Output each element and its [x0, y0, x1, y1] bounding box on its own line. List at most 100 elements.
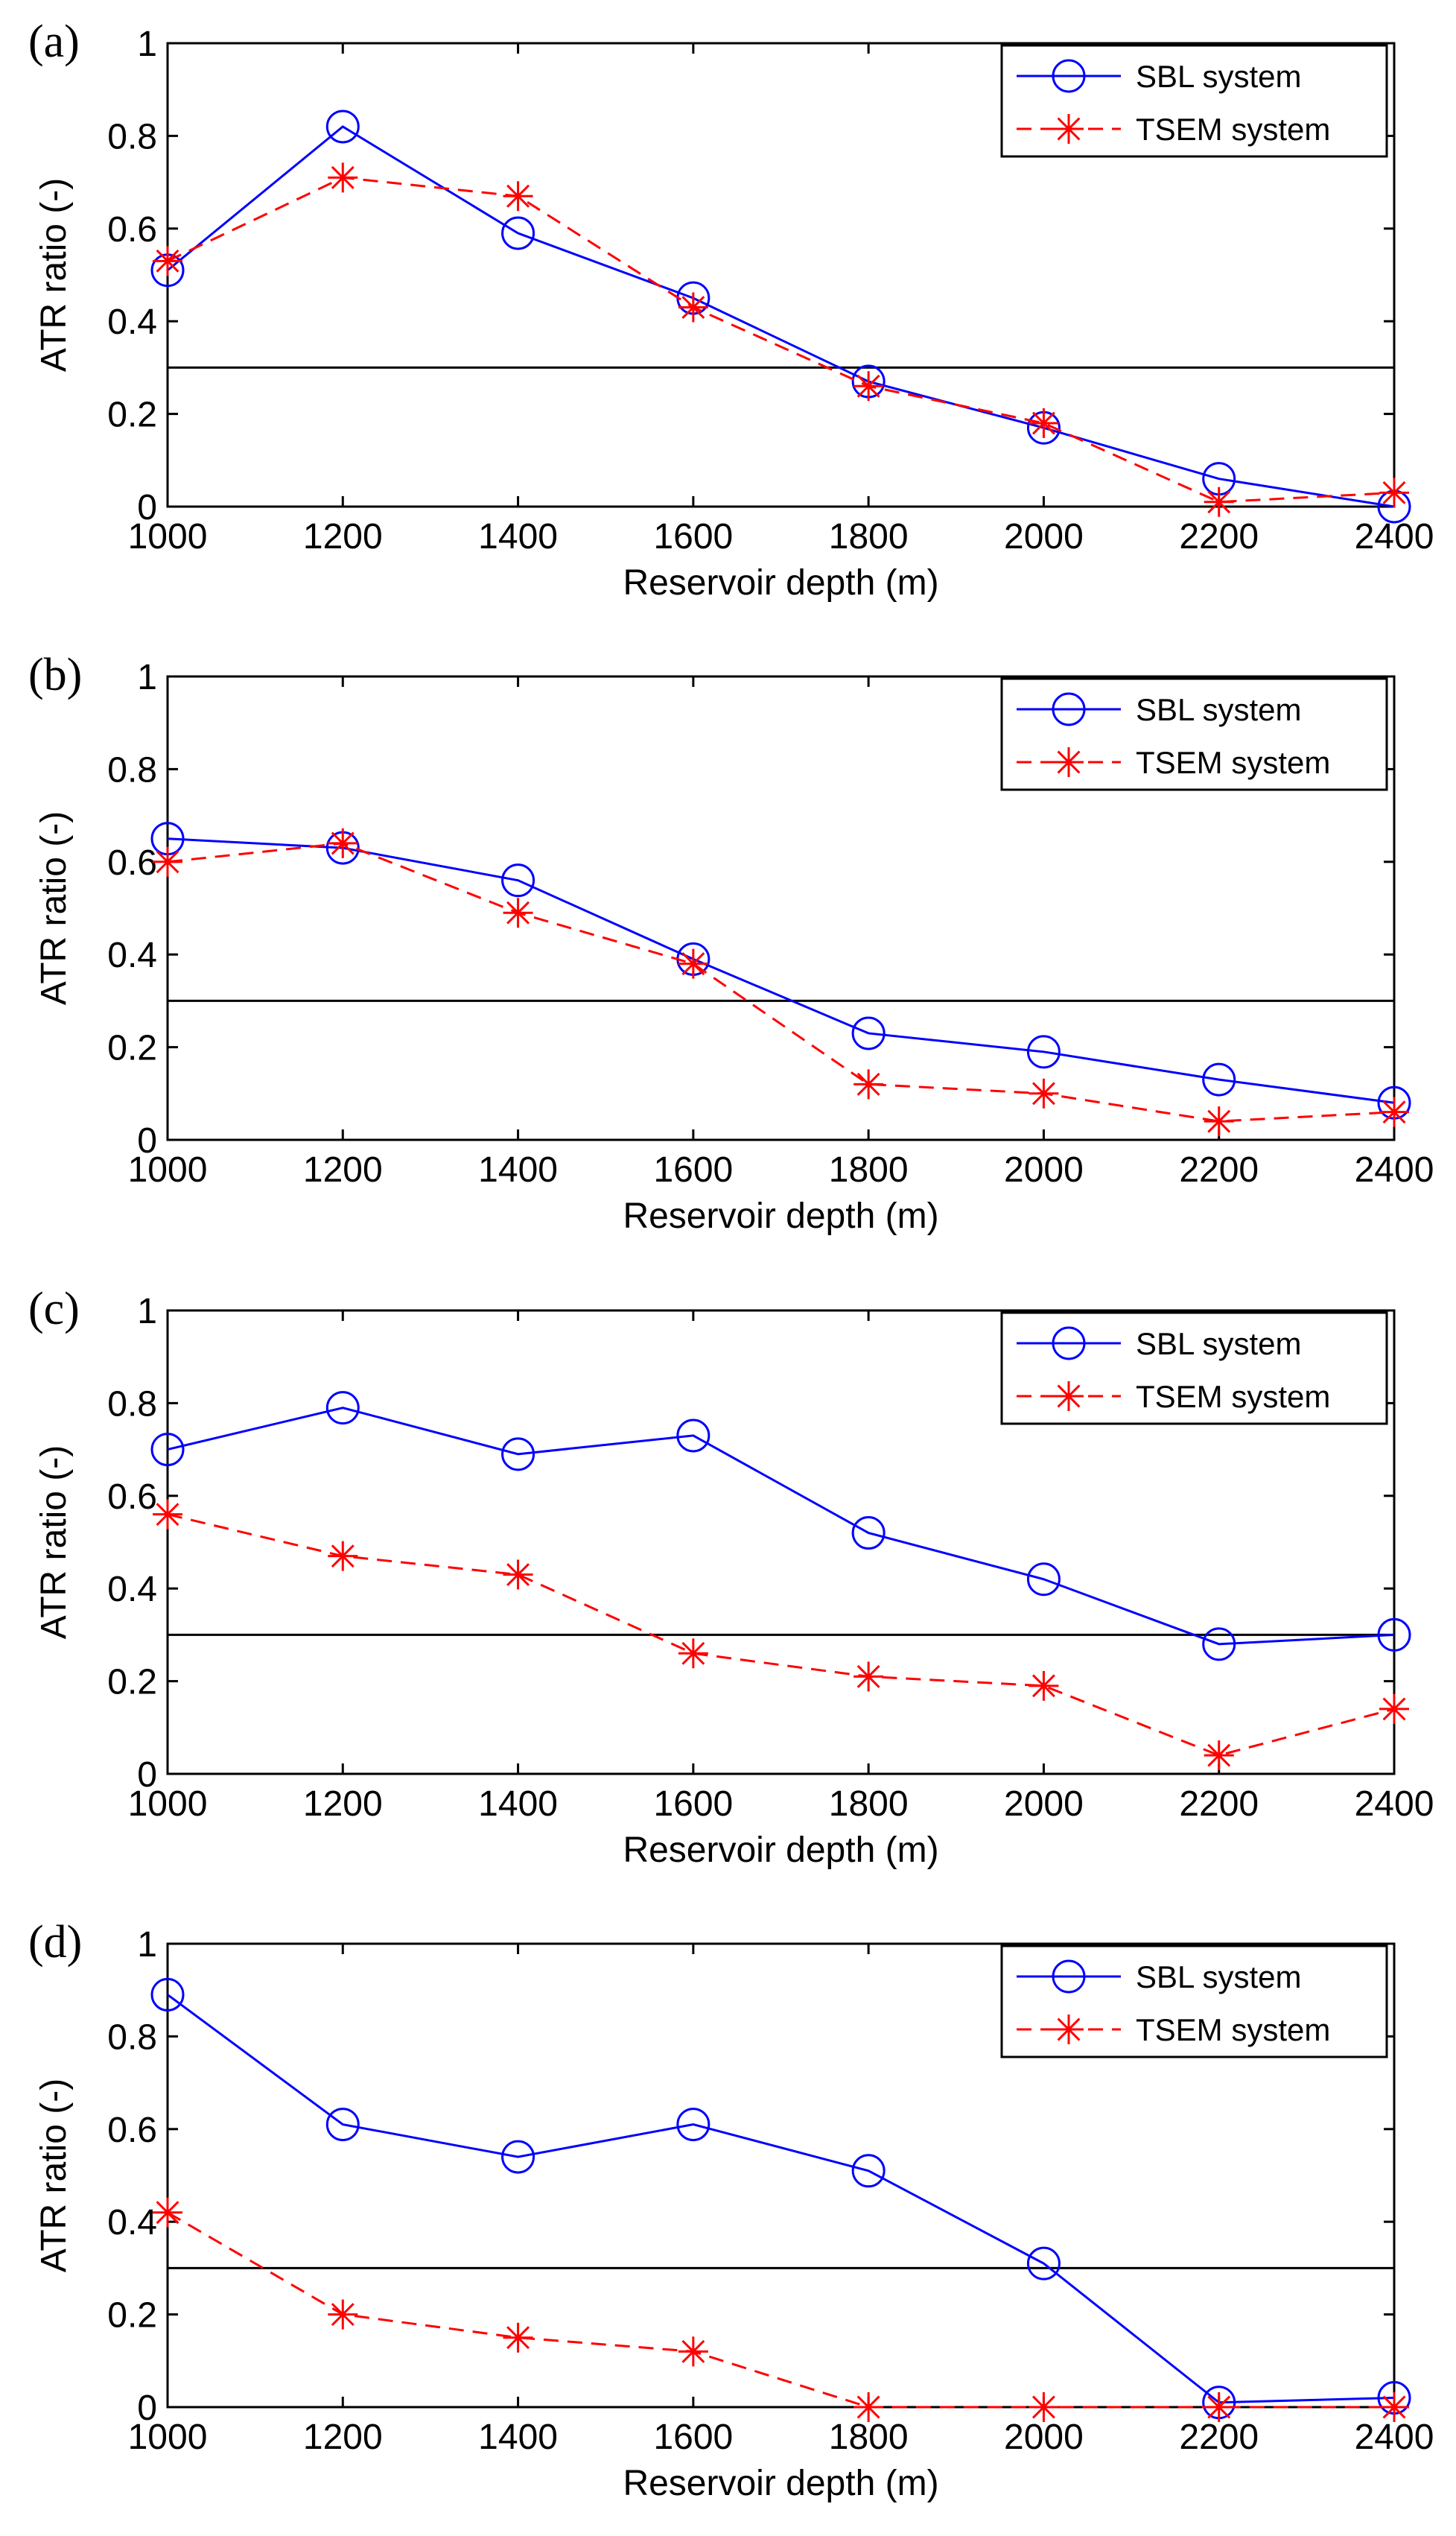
- tsem-data-point: [153, 2197, 182, 2228]
- x-tick-label: 2000: [1004, 1784, 1084, 1824]
- tsem-series-line: [167, 2211, 1394, 2409]
- tsem-data-point: [853, 371, 884, 402]
- legend: SBL system TSEM system: [1000, 44, 1388, 158]
- series-tsem: [153, 828, 1409, 1137]
- y-axis-label: ATR ratio (-): [34, 2079, 74, 2272]
- tsem-data-point: [328, 2299, 358, 2330]
- y-tick-label: 0.6: [107, 1477, 157, 1517]
- sbl-data-point: [1377, 1617, 1411, 1652]
- legend-label: SBL system: [1136, 59, 1302, 94]
- sbl-series-line: [167, 125, 1395, 508]
- sbl-data-point: [501, 2140, 535, 2174]
- sbl-data-point: [325, 1391, 360, 1425]
- x-tick-label: 1600: [653, 2418, 733, 2457]
- y-tick-label: 0.4: [107, 2203, 157, 2242]
- x-tick-label: 1000: [128, 2418, 208, 2457]
- legend-swatch-marker: [1054, 114, 1084, 144]
- tsem-data-point: [1204, 1106, 1234, 1137]
- x-tick-label: 1200: [303, 517, 383, 557]
- y-axis-label: ATR ratio (-): [34, 178, 74, 372]
- tsem-data-point: [153, 246, 182, 276]
- x-tick-label: 1800: [829, 517, 909, 557]
- y-tick-label: 0.2: [107, 2296, 157, 2336]
- y-tick-label: 0.2: [107, 396, 157, 435]
- sbl-data-point: [851, 2154, 886, 2188]
- legend-swatch-marker: [1054, 747, 1084, 777]
- y-tick-label: 0.8: [107, 2017, 157, 2057]
- tsem-data-point: [153, 846, 182, 877]
- tsem-data-point: [328, 1541, 358, 1571]
- y-tick-label: 0.4: [107, 936, 157, 975]
- series-sbl: [150, 1391, 1411, 1661]
- x-tick-label: 2000: [1004, 517, 1084, 557]
- y-tick-label: 0.8: [107, 750, 157, 790]
- sbl-data-point: [676, 2108, 710, 2142]
- sbl-data-point: [1026, 1562, 1061, 1597]
- tsem-data-point: [678, 292, 708, 323]
- sbl-data-point: [1202, 1062, 1236, 1097]
- x-tick-label: 2400: [1355, 2418, 1434, 2457]
- x-tick-label: 2400: [1355, 1150, 1434, 1190]
- panel-label: (c): [28, 1284, 80, 1334]
- legend: SBL system TSEM system: [1000, 1311, 1388, 1425]
- sbl-data-point: [851, 1016, 886, 1050]
- x-tick-label: 1000: [128, 1784, 208, 1824]
- x-tick-label: 1200: [303, 1784, 383, 1824]
- sbl-data-point: [325, 110, 360, 144]
- chart-panel-3: (c) 1000 1200 1400 1600 1800 2000 2200 2400 0 0.2 0…: [28, 1284, 1434, 1870]
- x-tick-label: 1400: [478, 517, 558, 557]
- tsem-data-point: [1204, 2392, 1234, 2422]
- legend-box: [1000, 44, 1388, 158]
- tsem-data-point: [1029, 1078, 1059, 1109]
- x-tick-label: 1400: [478, 2418, 558, 2457]
- legend-swatch-marker: [1052, 1326, 1086, 1360]
- chart-panel-2: (b) 1000 1200 1400 1600 1800 2000 2200 2400 0 0.2 0…: [28, 650, 1434, 1236]
- tsem-data-point: [503, 898, 533, 928]
- tsem-data-point: [678, 2336, 708, 2367]
- sbl-data-point: [1026, 2246, 1061, 2280]
- sbl-data-point: [676, 1418, 710, 1453]
- x-tick-label: 2400: [1355, 517, 1434, 557]
- y-tick-label: 0: [137, 1755, 157, 1795]
- tsem-data-point: [328, 162, 358, 193]
- x-tick-label: 1800: [829, 1150, 909, 1190]
- sbl-data-point: [851, 1516, 886, 1550]
- x-axis-label: Reservoir depth (m): [623, 2464, 938, 2503]
- y-tick-label: 0.4: [107, 302, 157, 342]
- tsem-data-point: [853, 1661, 884, 1692]
- legend-swatch-marker: [1052, 59, 1086, 93]
- sbl-data-point: [150, 1977, 185, 2012]
- tsem-data-point: [503, 2322, 533, 2353]
- x-tick-label: 2200: [1179, 517, 1259, 557]
- y-axis-label: ATR ratio (-): [34, 811, 74, 1005]
- series-tsem: [153, 162, 1409, 517]
- tsem-data-point: [1379, 1693, 1409, 1724]
- y-tick-label: 1: [137, 658, 157, 697]
- legend-label: TSEM system: [1136, 112, 1330, 147]
- x-tick-label: 2200: [1179, 1784, 1259, 1824]
- sbl-data-point: [325, 2108, 360, 2142]
- tsem-data-point: [1204, 1740, 1234, 1771]
- sbl-data-point: [501, 863, 535, 898]
- x-axis-label: Reservoir depth (m): [623, 563, 938, 603]
- series-tsem: [153, 1499, 1409, 1771]
- legend-swatch-marker: [1054, 2014, 1084, 2044]
- sbl-data-point: [501, 216, 535, 250]
- x-tick-label: 1000: [128, 517, 208, 557]
- sbl-data-point: [501, 1437, 535, 1471]
- legend-label: TSEM system: [1136, 745, 1330, 780]
- y-tick-label: 0: [137, 488, 157, 527]
- legend-label: SBL system: [1136, 1959, 1302, 1994]
- x-tick-label: 1000: [128, 1150, 208, 1190]
- tsem-data-point: [678, 1638, 708, 1669]
- x-tick-label: 1800: [829, 2418, 909, 2457]
- x-tick-label: 1400: [478, 1784, 558, 1824]
- x-tick-label: 2200: [1179, 1150, 1259, 1190]
- sbl-series-line: [167, 837, 1395, 1104]
- tsem-data-point: [1204, 486, 1234, 517]
- y-tick-label: 0.4: [107, 1570, 157, 1609]
- x-tick-label: 1600: [653, 1150, 733, 1190]
- y-tick-label: 1: [137, 25, 157, 64]
- sbl-data-point: [150, 1433, 185, 1467]
